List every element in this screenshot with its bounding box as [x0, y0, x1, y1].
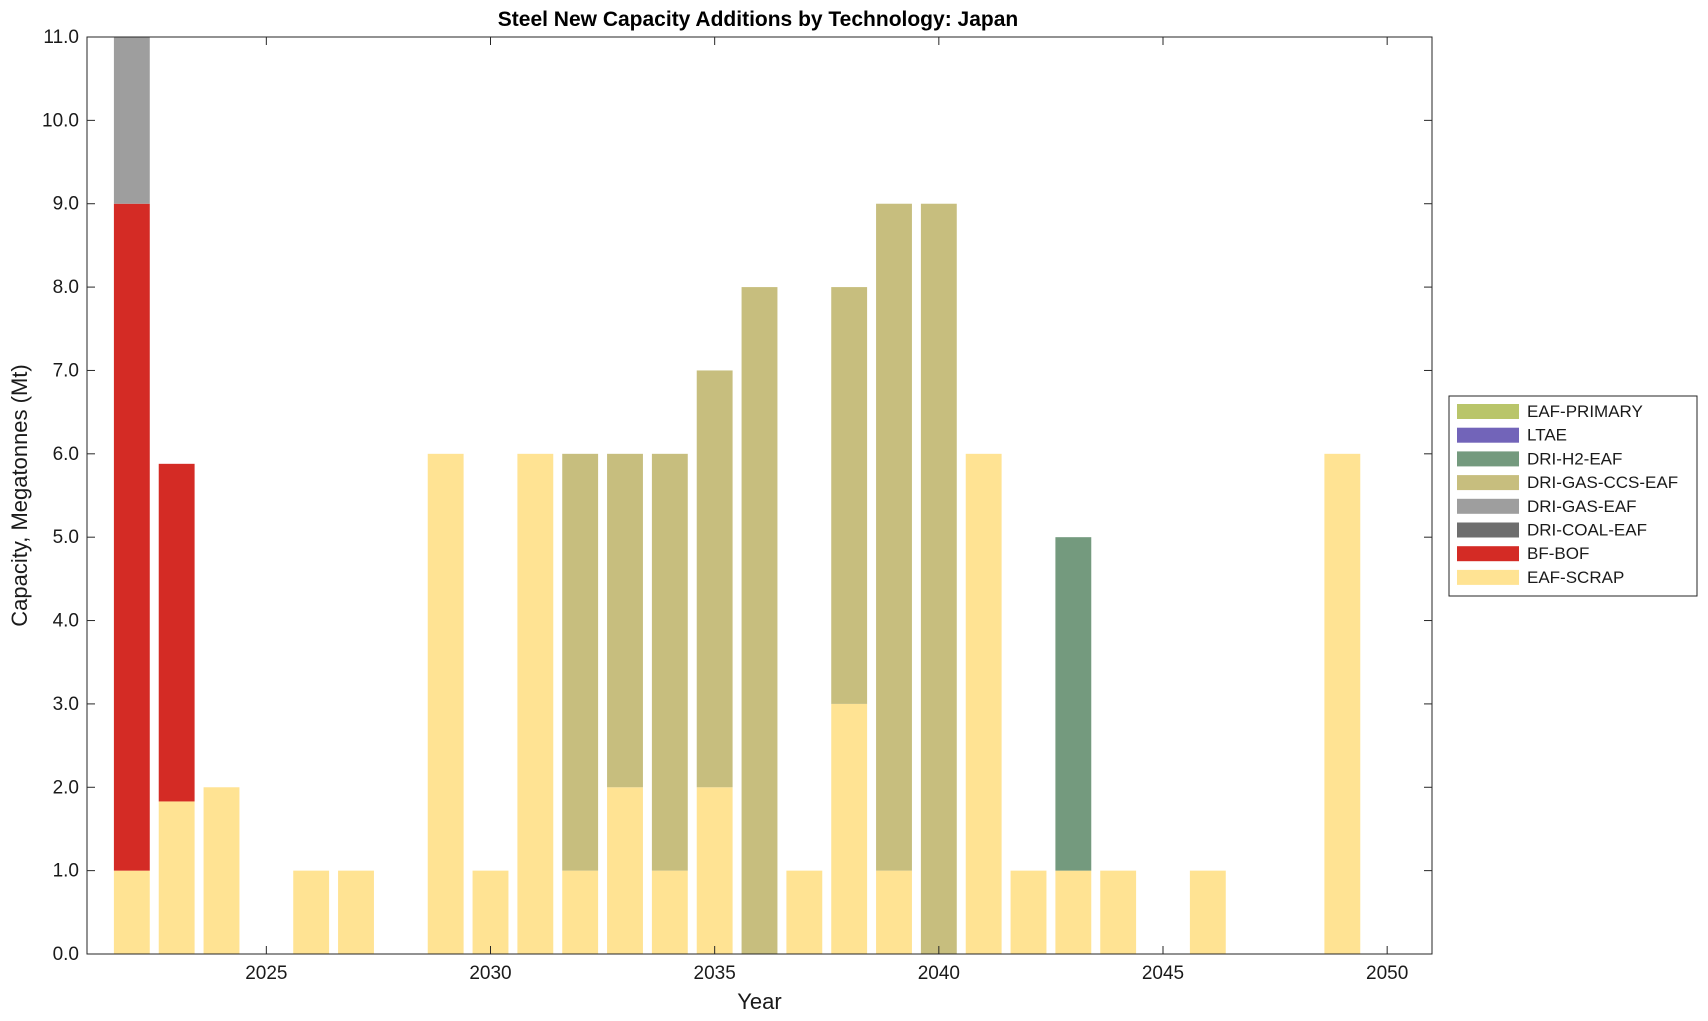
y-tick-label: 1.0: [53, 861, 79, 882]
bar-segment: [113, 37, 150, 204]
bar-segment: [876, 203, 912, 871]
plot-area-frame: [86, 36, 1433, 955]
bar-segment: [607, 787, 643, 954]
legend-label: DRI-H2-EAF: [1527, 449, 1622, 468]
y-tick-label: 3.0: [53, 694, 79, 715]
legend-label: DRI-COAL-EAF: [1527, 521, 1647, 540]
bars-group: [113, 37, 1361, 955]
legend-swatch: [1457, 546, 1519, 562]
bar-segment: [113, 870, 150, 954]
bar-segment: [741, 287, 778, 955]
y-tick-label: 10.0: [42, 110, 79, 131]
y-tick-label: 11.0: [43, 27, 79, 48]
y-tick-label: 9.0: [53, 194, 79, 215]
bar-segment: [293, 870, 330, 954]
bar-segment: [472, 870, 509, 954]
bar-segment: [338, 870, 374, 954]
legend-swatch: [1457, 404, 1519, 419]
bar-segment: [113, 203, 150, 871]
bar-segment: [920, 203, 957, 955]
bar-segment: [786, 870, 823, 954]
bar-segment: [1100, 870, 1137, 954]
legend-label: BF-BOF: [1527, 544, 1589, 563]
x-tick-label: 2040: [918, 963, 960, 984]
y-tick-label: 7.0: [53, 360, 79, 381]
bar-segment: [1055, 870, 1092, 954]
bar-segment: [1010, 870, 1047, 954]
x-tick-label: 2045: [1142, 963, 1184, 984]
y-tick-label: 8.0: [53, 277, 79, 298]
x-tick-label: 2030: [469, 963, 511, 984]
bar-segment: [427, 453, 464, 954]
legend-swatch: [1457, 522, 1519, 538]
legend-label: DRI-GAS-CCS-EAF: [1527, 473, 1678, 492]
chart-title: Steel New Capacity Additions by Technolo…: [498, 8, 1018, 31]
x-tick-label: 2050: [1366, 963, 1408, 984]
bar-segment: [876, 870, 912, 954]
bar-segment: [831, 703, 868, 954]
bar-segment: [562, 870, 599, 954]
bar-segment: [158, 801, 195, 954]
bar-segment: [1055, 537, 1092, 871]
bar-segment: [203, 787, 240, 954]
y-tick-label: 2.0: [53, 777, 79, 798]
bar-segment: [1189, 870, 1226, 954]
legend-swatch: [1457, 475, 1519, 491]
legend: EAF-PRIMARY LTAE DRI-H2-EAF DRI-GAS-CCS-EAF…: [1448, 395, 1698, 597]
y-axis: 0.0 1.0 2.0 3.0 4.0 5.0 6.0 7.0 8.0 9.0 10.0 11.0: [42, 27, 1432, 965]
legend-swatch: [1457, 427, 1519, 443]
legend-swatch: [1457, 498, 1519, 514]
x-tick-label: 2025: [245, 963, 287, 984]
bar-segment: [651, 453, 688, 871]
y-tick-label: 4.0: [53, 611, 79, 632]
legend-label: EAF-PRIMARY: [1527, 402, 1643, 421]
legend-label: LTAE: [1527, 426, 1567, 445]
y-tick-label: 6.0: [53, 444, 79, 465]
bar-segment: [562, 453, 599, 871]
bar-segment: [1324, 453, 1361, 954]
legend-swatch: [1457, 451, 1519, 467]
bar-segment: [831, 287, 868, 704]
bar-segment: [158, 463, 195, 802]
legend-label: DRI-GAS-EAF: [1527, 497, 1637, 516]
y-tick-label: 5.0: [53, 527, 79, 548]
bar-segment: [696, 787, 733, 954]
x-axis-title: Year: [737, 989, 781, 1014]
bar-segment: [965, 453, 1002, 954]
bar-segment: [607, 453, 643, 788]
y-axis-title: Capacity, Megatonnes (Mt): [7, 364, 32, 626]
x-axis: 2025 2030 2035 2040 2045 2050: [245, 37, 1408, 984]
bar-segment: [696, 370, 733, 788]
bar-segment: [517, 453, 554, 954]
legend-swatch: [1457, 569, 1519, 585]
legend-label: EAF-SCRAP: [1527, 568, 1624, 587]
y-tick-label: 0.0: [53, 944, 79, 965]
x-tick-label: 2035: [694, 963, 736, 984]
bar-segment: [651, 870, 688, 954]
